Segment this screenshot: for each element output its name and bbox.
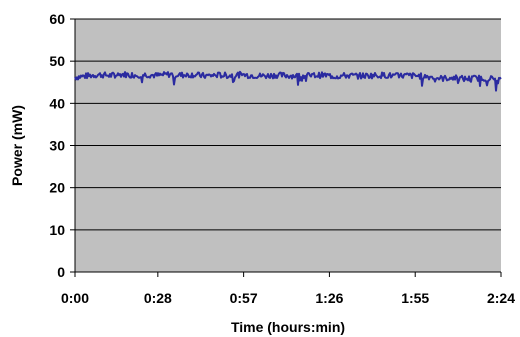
x-tick-label: 0:28 xyxy=(144,290,172,306)
x-tick-label: 2:24 xyxy=(487,290,515,306)
y-tick-label: 30 xyxy=(49,138,65,154)
x-axis-ticks: 0:00 0:28 0:57 1:26 1:55 2:24 xyxy=(61,272,515,306)
y-tick-label: 20 xyxy=(49,180,65,196)
y-axis-ticks: 0 10 20 30 40 50 60 xyxy=(49,11,75,280)
x-axis-title: Time (hours:min) xyxy=(231,319,345,335)
x-tick-label: 1:55 xyxy=(401,290,429,306)
power-series-line xyxy=(74,70,502,92)
y-tick-label: 40 xyxy=(49,95,65,111)
y-axis-title: Power (mW) xyxy=(9,105,25,186)
x-tick-label: 0:57 xyxy=(230,290,258,306)
y-tick-label: 60 xyxy=(49,11,65,27)
x-tick-label: 0:00 xyxy=(61,290,89,306)
gridlines xyxy=(75,18,501,231)
y-tick-label: 0 xyxy=(57,264,65,280)
x-tick-label: 1:26 xyxy=(315,290,343,306)
y-tick-label: 10 xyxy=(49,222,65,238)
y-tick-label: 50 xyxy=(49,53,65,69)
